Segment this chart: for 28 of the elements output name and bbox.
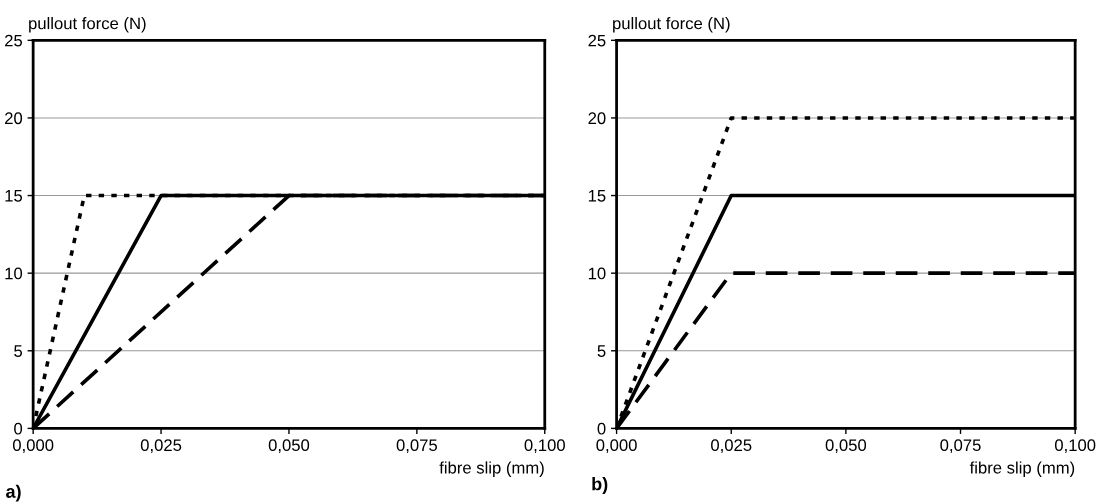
y-tick-label: 25: [588, 34, 606, 47]
y-tick-label: 15: [588, 190, 606, 202]
y-tick-label: 20: [588, 112, 606, 125]
y-tick-label: 5: [14, 345, 23, 357]
y-tick-label: 20: [5, 112, 23, 125]
x-tick-label: 0,050: [825, 439, 867, 454]
text: b): [592, 477, 608, 494]
x-tick-label: 0,100: [524, 439, 565, 454]
y-axis-title: pullout force (N): [613, 17, 730, 33]
x-tick-label: 0,025: [140, 439, 182, 454]
x-tick-label: 0,050: [268, 439, 310, 454]
text: a): [6, 484, 21, 502]
y-tick-label: 10: [5, 267, 23, 280]
x-tick-label: 0,025: [711, 439, 752, 454]
x-tick-label: 0,000: [596, 439, 637, 454]
x-axis-title: fibre slip (mm): [439, 461, 544, 477]
y-tick-label: 0: [597, 422, 606, 435]
x-tick-label: 0,000: [12, 439, 54, 454]
y-tick-label: 10: [588, 267, 606, 280]
y-tick-label: 25: [5, 34, 23, 47]
y-tick-label: 5: [597, 345, 606, 357]
y-tick-label: 15: [5, 190, 23, 202]
x-tick-label: 0,075: [940, 439, 981, 454]
y-tick-label: 0: [14, 422, 23, 435]
x-tick-label: 0,100: [1054, 439, 1096, 454]
x-tick-label: 0,075: [396, 439, 438, 454]
x-axis-title: fibre slip (mm): [969, 461, 1075, 477]
y-axis-title: pullout force (N): [29, 17, 146, 33]
